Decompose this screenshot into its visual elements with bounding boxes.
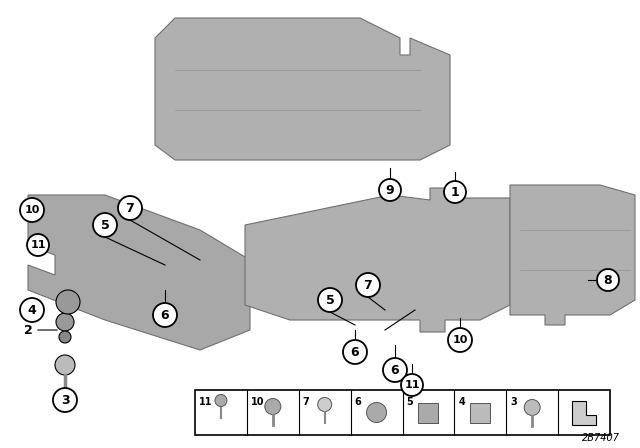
Circle shape (215, 395, 227, 406)
Polygon shape (245, 188, 510, 332)
Circle shape (118, 196, 142, 220)
Circle shape (356, 273, 380, 297)
Circle shape (524, 400, 540, 415)
Circle shape (343, 340, 367, 364)
Circle shape (56, 313, 74, 331)
Text: 8: 8 (604, 273, 612, 287)
Text: 7: 7 (303, 397, 310, 407)
Circle shape (55, 355, 75, 375)
Text: 7: 7 (125, 202, 134, 215)
Text: 2: 2 (24, 323, 33, 336)
Circle shape (367, 402, 387, 422)
Text: 11: 11 (30, 240, 45, 250)
FancyBboxPatch shape (470, 402, 490, 422)
Circle shape (93, 213, 117, 237)
Circle shape (318, 288, 342, 312)
Text: 10: 10 (24, 205, 40, 215)
Circle shape (20, 198, 44, 222)
Text: 11: 11 (199, 397, 212, 407)
Circle shape (20, 298, 44, 322)
Text: 11: 11 (404, 380, 420, 390)
Text: 5: 5 (406, 397, 413, 407)
Circle shape (401, 374, 423, 396)
Text: 6: 6 (355, 397, 362, 407)
Polygon shape (572, 401, 596, 425)
Text: 6: 6 (351, 345, 359, 358)
Text: 6: 6 (390, 363, 399, 376)
FancyBboxPatch shape (419, 402, 438, 422)
Text: 3: 3 (61, 393, 69, 406)
Circle shape (383, 358, 407, 382)
Circle shape (153, 303, 177, 327)
Circle shape (379, 179, 401, 201)
Bar (195, 390, 610, 435)
Circle shape (448, 328, 472, 352)
Text: 1: 1 (451, 185, 460, 198)
Circle shape (56, 290, 80, 314)
Circle shape (53, 388, 77, 412)
Text: 5: 5 (100, 219, 109, 232)
Text: 9: 9 (386, 184, 394, 197)
Polygon shape (155, 18, 450, 160)
Circle shape (444, 181, 466, 203)
Circle shape (265, 399, 281, 414)
Circle shape (27, 234, 49, 256)
Polygon shape (28, 195, 250, 350)
Text: 5: 5 (326, 293, 334, 306)
Text: 7: 7 (364, 279, 372, 292)
Polygon shape (510, 185, 635, 325)
Circle shape (597, 269, 619, 291)
Circle shape (59, 331, 71, 343)
Text: 4: 4 (28, 303, 36, 316)
Text: 3: 3 (510, 397, 517, 407)
Text: 4: 4 (458, 397, 465, 407)
Circle shape (317, 397, 332, 412)
Text: 10: 10 (251, 397, 264, 407)
Text: 6: 6 (161, 309, 170, 322)
Text: 10: 10 (452, 335, 468, 345)
Text: 2B7407: 2B7407 (582, 433, 620, 443)
